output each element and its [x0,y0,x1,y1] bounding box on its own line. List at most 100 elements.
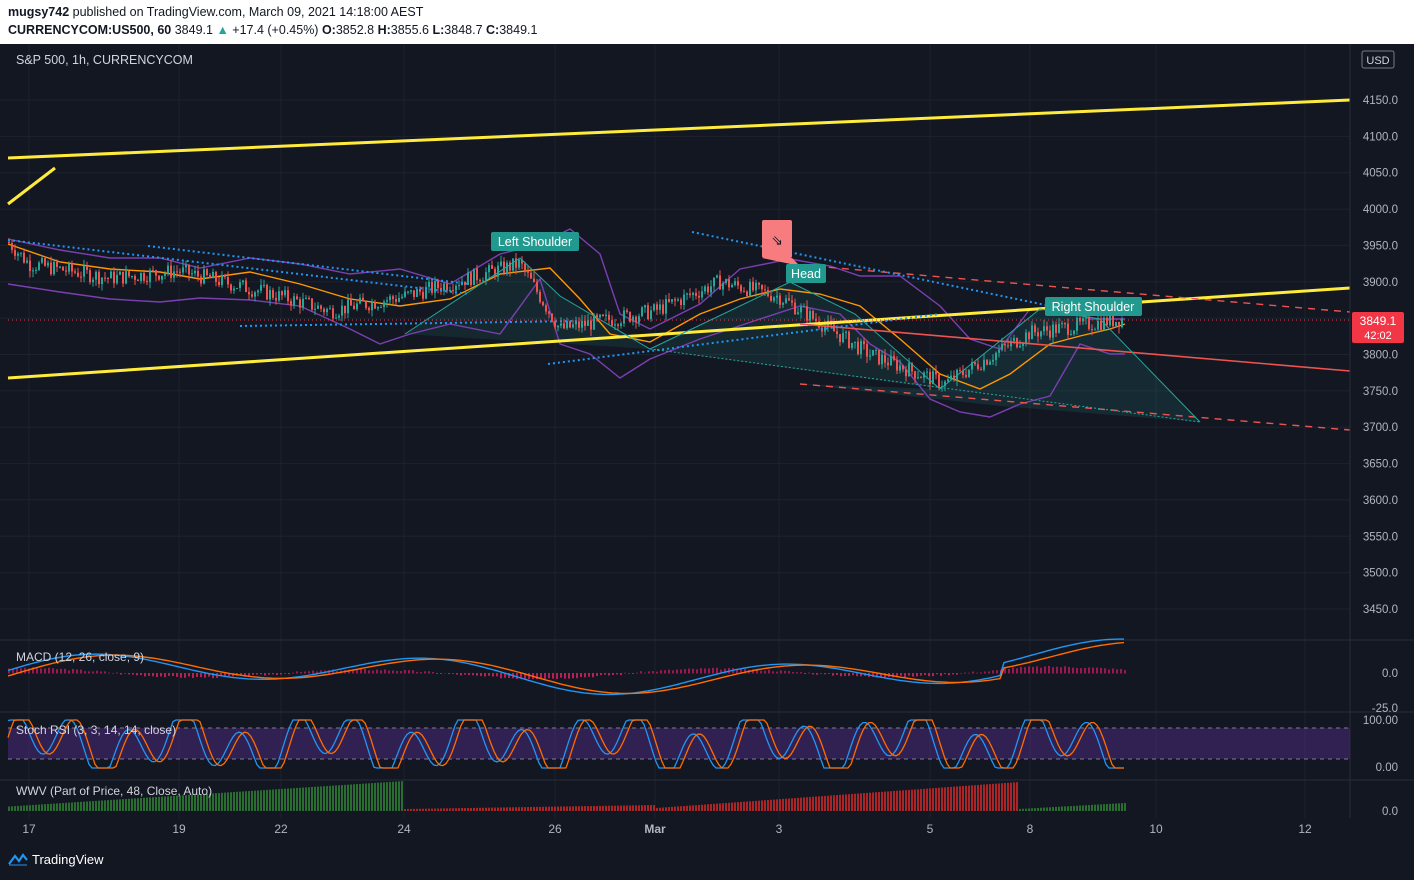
vwv-bar [896,790,898,811]
vwv-bar [464,808,466,811]
macd-histogram-bar [848,673,850,677]
vwv-bar [683,805,685,811]
vwv-bar [419,808,421,811]
vwv-bar [962,786,964,811]
vwv-bar [620,805,622,811]
tradingview-brand[interactable]: TradingView [8,852,104,867]
left-shoulder-label[interactable]: Left Shoulder [491,232,579,251]
trend-dashed-lower[interactable] [799,383,1350,431]
candle-body [401,296,403,298]
stoch-band [8,728,1350,759]
currency-badge[interactable]: USD [1361,50,1395,69]
vwv-bar [20,805,22,811]
vwv-bar [839,794,841,811]
vwv-bar [302,787,304,811]
candle-body [341,305,343,316]
vwv-bar [656,807,658,811]
candle-body [443,283,445,292]
main-pane[interactable]: ⇘ Left Shoulder Head Right Shoulder [7,98,1350,431]
chart-canvas[interactable]: ⇘ Left Shoulder Head Right Shoulder 4150… [0,44,1414,840]
vwv-bar [122,799,124,811]
candle-body [185,264,187,268]
candle-body [413,290,415,297]
macd-histogram-bar [332,669,334,674]
time-axis[interactable]: 17 19 22 24 26 Mar 3 5 8 10 12 [22,822,1312,836]
vwv-bar [560,806,562,811]
macd-histogram-bar [744,668,746,674]
vwv-pane[interactable] [8,781,1126,811]
vwv-bar [524,807,526,811]
publisher-name[interactable]: mugsy742 [8,5,70,19]
macd-histogram-bar [220,673,222,677]
vwv-bar [470,807,472,811]
right-shoulder-label[interactable]: Right Shoulder [1045,297,1142,316]
vwv-bar [866,792,868,811]
macd-histogram-bar [456,673,458,675]
vwv-bar [992,783,994,811]
candle-body [938,374,940,387]
macd-histogram-bar [776,671,778,674]
head-label[interactable]: Head [786,264,826,283]
brand-name: TradingView [32,852,104,867]
vwv-bar [509,807,511,811]
macd-histogram-bar [676,669,678,674]
vwv-bar [491,807,493,811]
macd-histogram-bar [128,673,130,675]
channel-top-line[interactable] [7,98,1350,160]
dotted-trend-2[interactable] [147,245,471,285]
y-tick-label: 3650.0 [1363,459,1398,471]
macd-histogram-bar [64,668,66,674]
vwv-bar [1028,808,1030,811]
vwv-bar [74,802,76,811]
candle-body [338,315,340,318]
vwv-bar [767,799,769,811]
vwv-bar [188,794,190,811]
vwv-bar [869,792,871,811]
macd-histogram-bar [628,673,630,674]
candle-body [584,320,586,326]
macd-histogram-bar [44,668,46,674]
candle-body [512,258,514,271]
macd-histogram-bar [200,673,202,678]
dotted-trend-3[interactable] [239,320,581,327]
macd-histogram-bar [564,673,566,679]
vwv-bar [395,781,397,811]
vwv-bar [410,808,412,811]
macd-histogram-bar [772,671,774,674]
macd-histogram-bar [692,668,694,674]
channel-short-line[interactable] [7,166,56,206]
candle-body [548,311,550,314]
y-tick-label: 4050.0 [1363,168,1398,180]
candle-body [47,262,49,266]
vwv-bar [845,794,847,811]
candle-body [1088,317,1090,330]
macd-histogram-bar [96,670,98,674]
candle-body [371,302,373,311]
candle-body [1085,317,1087,319]
candle-body [428,281,430,287]
candle-body [488,265,490,273]
tradingview-logo-icon [8,853,28,866]
vwv-bar [224,792,226,811]
macd-title[interactable]: MACD (12, 26, close, 9) [16,650,144,664]
dotted-trend-4[interactable] [547,313,941,365]
macd-histogram-bar [768,669,770,674]
vwv-bar [950,786,952,811]
stoch-pane[interactable] [7,719,1124,769]
vwv-bar [572,806,574,811]
macd-histogram-bar [12,668,14,674]
candle-body [479,280,481,282]
neckline-red[interactable] [799,323,1350,372]
macd-histogram-bar [312,670,314,674]
candle-body [266,284,268,300]
macd-pane[interactable] [7,638,1126,696]
stoch-title[interactable]: Stoch RSI (3, 3, 14, 14, close) [16,723,176,737]
price-axis[interactable]: 4150.04100.04050.04000.03950.03900.03850… [1363,95,1398,616]
grid [0,44,1350,818]
macd-histogram-bar [180,673,182,678]
macd-histogram-bar [468,673,470,676]
vwv-bar [374,782,376,811]
candle-body [989,361,991,365]
candle-body [485,272,487,281]
vwv-title[interactable]: WWV (Part of Price, 48, Close, Auto) [16,784,212,798]
